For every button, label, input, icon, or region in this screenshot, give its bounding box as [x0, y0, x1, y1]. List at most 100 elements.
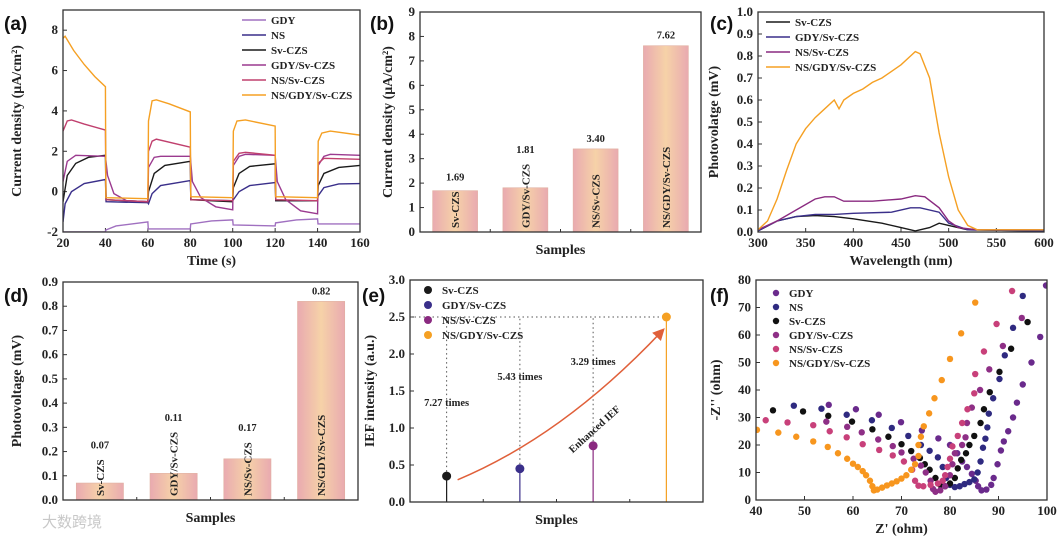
- panel-label: (d): [4, 286, 28, 307]
- bar-category-label: NS/GDY/Sv-CZS: [316, 415, 328, 496]
- data-point: [900, 458, 908, 465]
- y-tick-label: 0.1: [42, 468, 58, 483]
- times-annotation: 5.43 times: [497, 372, 542, 383]
- data-point: [824, 443, 831, 451]
- data-point: [984, 424, 991, 431]
- data-point: [993, 320, 1000, 328]
- y-tick-label: 0.7: [42, 322, 59, 337]
- x-tick-label: 400: [844, 235, 864, 250]
- data-point: [958, 441, 966, 449]
- bar-category-label: Sv-CZS: [95, 459, 107, 496]
- data-point: [874, 486, 881, 493]
- data-point: [888, 480, 895, 487]
- y-tick-label: 0.0: [389, 494, 405, 509]
- y-axis-label: IEF intensity (a.u.): [363, 335, 378, 448]
- panel-e: (e) 0.0 0.5 1.0 1.5 2.0 2.5 3.0 Smples IEF intens…: [362, 272, 704, 528]
- data-point: [951, 450, 959, 457]
- data-point: [971, 390, 978, 397]
- series-line-ns-gdy-sv-czs: [758, 50, 1044, 231]
- bar-category-label: NS/Sv-CZS: [242, 442, 254, 496]
- bar: [502, 187, 549, 232]
- data-point: [917, 433, 925, 440]
- y-tick-label: 0: [409, 224, 416, 239]
- data-point: [1013, 399, 1021, 406]
- data-point: [932, 474, 939, 482]
- data-point: [889, 452, 896, 459]
- watermark: 大数跨境: [42, 513, 102, 531]
- data-point: [956, 483, 963, 490]
- legend-marker: [424, 331, 432, 339]
- data-point: [661, 312, 671, 322]
- enhancement-arrow: [457, 328, 665, 481]
- data-point: [988, 481, 995, 489]
- bar-category-label: NS/GDY/Sv-CZS: [661, 147, 673, 228]
- series-line-gdy-sv-czs: [63, 153, 360, 215]
- y-tick-label: 2.0: [389, 346, 405, 361]
- data-point: [898, 449, 905, 456]
- y-tick-label: 1.0: [737, 4, 753, 19]
- y-tick-label: 0: [52, 184, 59, 199]
- data-point: [843, 411, 850, 418]
- data-point: [908, 447, 915, 455]
- panel-label: (e): [362, 286, 385, 307]
- data-point: [934, 454, 942, 461]
- x-tick-label: 120: [265, 235, 285, 250]
- data-point: [810, 422, 817, 429]
- y-tick-label: 1: [409, 200, 416, 215]
- x-tick-label: 80: [944, 503, 957, 518]
- legend-label: Sv-CZS: [795, 17, 832, 29]
- data-point: [978, 487, 985, 494]
- data-point: [986, 366, 993, 373]
- legend-marker: [424, 301, 432, 309]
- x-axis-label: Samples: [536, 243, 586, 258]
- series-gdy-sv-czs: [823, 314, 1025, 495]
- data-point: [784, 419, 791, 426]
- panel-d: (d) 0.0 0.1 0.2 0.3 0.4 0.5 0.6 0.7 0.8 0.9 Samples…: [4, 274, 359, 526]
- y-tick-label: 0.0: [737, 224, 753, 239]
- data-point: [866, 477, 874, 484]
- x-tick-label: 500: [939, 235, 959, 250]
- legend-label: NS/Sv-CZS: [789, 344, 843, 356]
- series-gdy: [825, 282, 1047, 494]
- data-point: [961, 480, 968, 488]
- data-point: [515, 464, 525, 474]
- x-tick-label: 160: [350, 235, 370, 250]
- x-tick-label: 600: [1034, 235, 1054, 250]
- legend-label: NS/GDY/Sv-CZS: [442, 330, 523, 342]
- data-point: [1018, 314, 1025, 322]
- bar-category-label: Sv-CZS: [450, 191, 462, 228]
- legend-marker: [772, 331, 780, 339]
- legend-marker: [772, 289, 780, 297]
- plot-frame: [419, 11, 702, 233]
- y-tick-label: 0.4: [42, 395, 59, 410]
- bar-value-label: 3.40: [586, 134, 604, 145]
- y-tick-label: 0.6: [737, 92, 754, 107]
- data-point: [1037, 333, 1044, 341]
- y-tick-label: 8: [52, 22, 59, 37]
- data-point: [810, 438, 817, 445]
- watermark-text: 大数跨境: [42, 513, 102, 531]
- data-point: [951, 483, 959, 491]
- data-point: [937, 487, 944, 494]
- data-point: [1005, 428, 1012, 435]
- x-tick-label: 40: [750, 503, 763, 518]
- data-point: [938, 376, 945, 384]
- legend-marker: [424, 286, 432, 294]
- x-tick-label: 80: [184, 235, 197, 250]
- series-line-gdy: [63, 218, 360, 232]
- data-point: [968, 470, 976, 478]
- data-point: [889, 442, 896, 450]
- data-point: [911, 477, 919, 484]
- x-tick-label: 350: [796, 235, 816, 250]
- data-point: [931, 395, 938, 402]
- data-point: [911, 461, 919, 468]
- bar-category-label: NS/Sv-CZS: [591, 174, 603, 228]
- data-point: [977, 458, 984, 465]
- y-tick-label: 0.2: [42, 444, 58, 459]
- data-point: [976, 386, 984, 394]
- y-tick-label: 8: [409, 28, 416, 43]
- data-point: [1001, 352, 1009, 359]
- times-annotation: 7.27 times: [424, 398, 469, 409]
- plot-frame: [755, 279, 1048, 501]
- data-point: [971, 476, 978, 483]
